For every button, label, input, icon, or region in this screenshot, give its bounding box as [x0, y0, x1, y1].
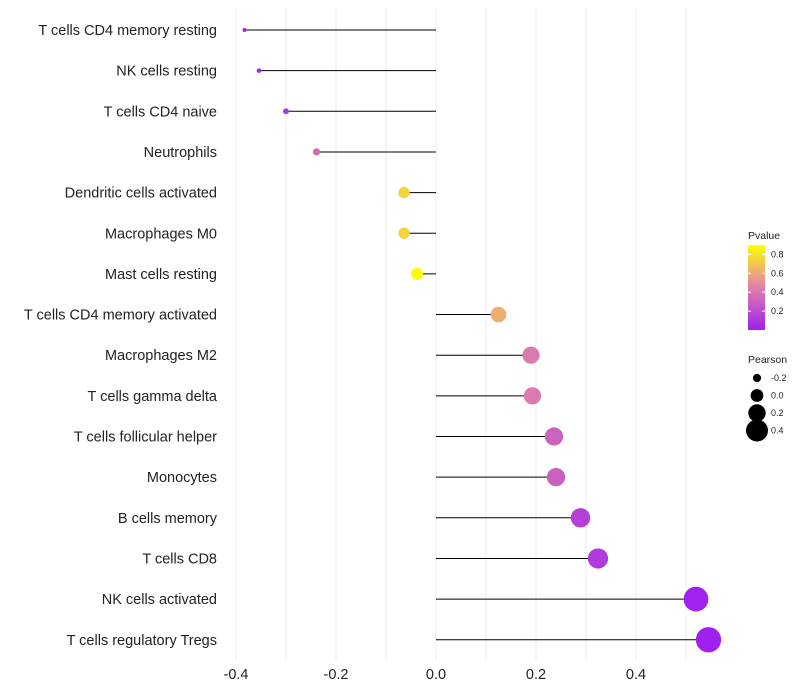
pearson-legend-title: Pearson	[748, 354, 787, 366]
lollipop-point	[398, 227, 410, 239]
category-label: Neutrophils	[144, 145, 217, 161]
pearson-legend-dot	[752, 373, 762, 383]
x-tick-label: 0.2	[526, 667, 546, 683]
pearson-legend-dot	[748, 404, 766, 422]
category-label: T cells CD4 naive	[104, 104, 217, 120]
pearson-legend-dot	[750, 389, 764, 402]
pearson-legend-keys: -0.2 0.0 0.2 0.4	[746, 373, 787, 442]
category-label: T cells gamma delta	[88, 389, 218, 405]
category-label: Monocytes	[147, 470, 217, 486]
x-axis-ticks: -0.4 -0.2 0.0 0.2 0.4	[224, 667, 647, 683]
lollipop-point	[570, 508, 591, 528]
x-tick-label: 0.0	[426, 667, 446, 683]
lollipop-points	[242, 28, 722, 653]
lollipop-point	[411, 267, 423, 280]
lollipop-point	[490, 306, 507, 323]
pearson-legend-dot	[746, 419, 768, 442]
pvalue-legend-label: 0.4	[771, 287, 784, 297]
category-label: T cells CD4 memory activated	[24, 308, 217, 324]
lollipop-point	[522, 346, 540, 364]
pearson-legend-label: 0.2	[771, 408, 784, 418]
category-label: T cells regulatory Tregs	[67, 633, 217, 649]
pvalue-legend-ticks: 0.2 0.4 0.6 0.8	[748, 249, 784, 316]
pvalue-colorbar	[748, 245, 765, 330]
category-label: B cells memory	[118, 511, 218, 527]
pvalue-legend: Pvalue 0.2 0.4 0.6 0.8	[748, 230, 784, 330]
lollipop-point	[695, 627, 722, 653]
category-label: Mast cells resting	[105, 267, 217, 283]
category-label: NK cells activated	[102, 592, 217, 608]
lollipop-point	[312, 148, 321, 156]
pvalue-legend-label: 0.8	[771, 249, 784, 259]
pearson-legend: Pearson -0.2 0.0 0.2 0.4	[746, 354, 787, 442]
pearson-legend-label: 0.0	[771, 391, 784, 401]
pvalue-legend-title: Pvalue	[748, 230, 780, 242]
lollipop-sticks	[244, 29, 709, 641]
category-label: Macrophages M2	[105, 348, 217, 364]
category-label: Dendritic cells activated	[65, 186, 217, 202]
x-tick-label: -0.2	[324, 667, 349, 683]
pvalue-legend-label: 0.2	[771, 306, 784, 316]
pvalue-legend-label: 0.6	[771, 268, 784, 278]
pearson-legend-label: -0.2	[771, 373, 787, 383]
lollipop-point	[283, 108, 289, 115]
category-label: Macrophages M0	[105, 226, 217, 242]
category-labels: T cells CD4 memory resting NK cells resti…	[24, 23, 218, 649]
category-label: T cells CD4 memory resting	[38, 23, 217, 39]
lollipop-point	[683, 586, 709, 612]
lollipop-point	[544, 427, 564, 446]
lollipop-point	[546, 467, 566, 487]
lollipop-point	[242, 28, 247, 32]
category-label: T cells follicular helper	[74, 430, 217, 446]
lollipop-point	[587, 548, 609, 569]
grid-lines	[235, 8, 687, 660]
lollipop-point	[398, 186, 410, 199]
x-tick-label: -0.4	[224, 667, 249, 683]
x-tick-label: 0.4	[626, 667, 646, 683]
lollipop-point	[256, 68, 262, 73]
category-label: NK cells resting	[116, 64, 217, 80]
pearson-legend-label: 0.4	[771, 426, 784, 436]
lollipop-point	[523, 387, 542, 405]
category-label: T cells CD8	[142, 551, 217, 567]
